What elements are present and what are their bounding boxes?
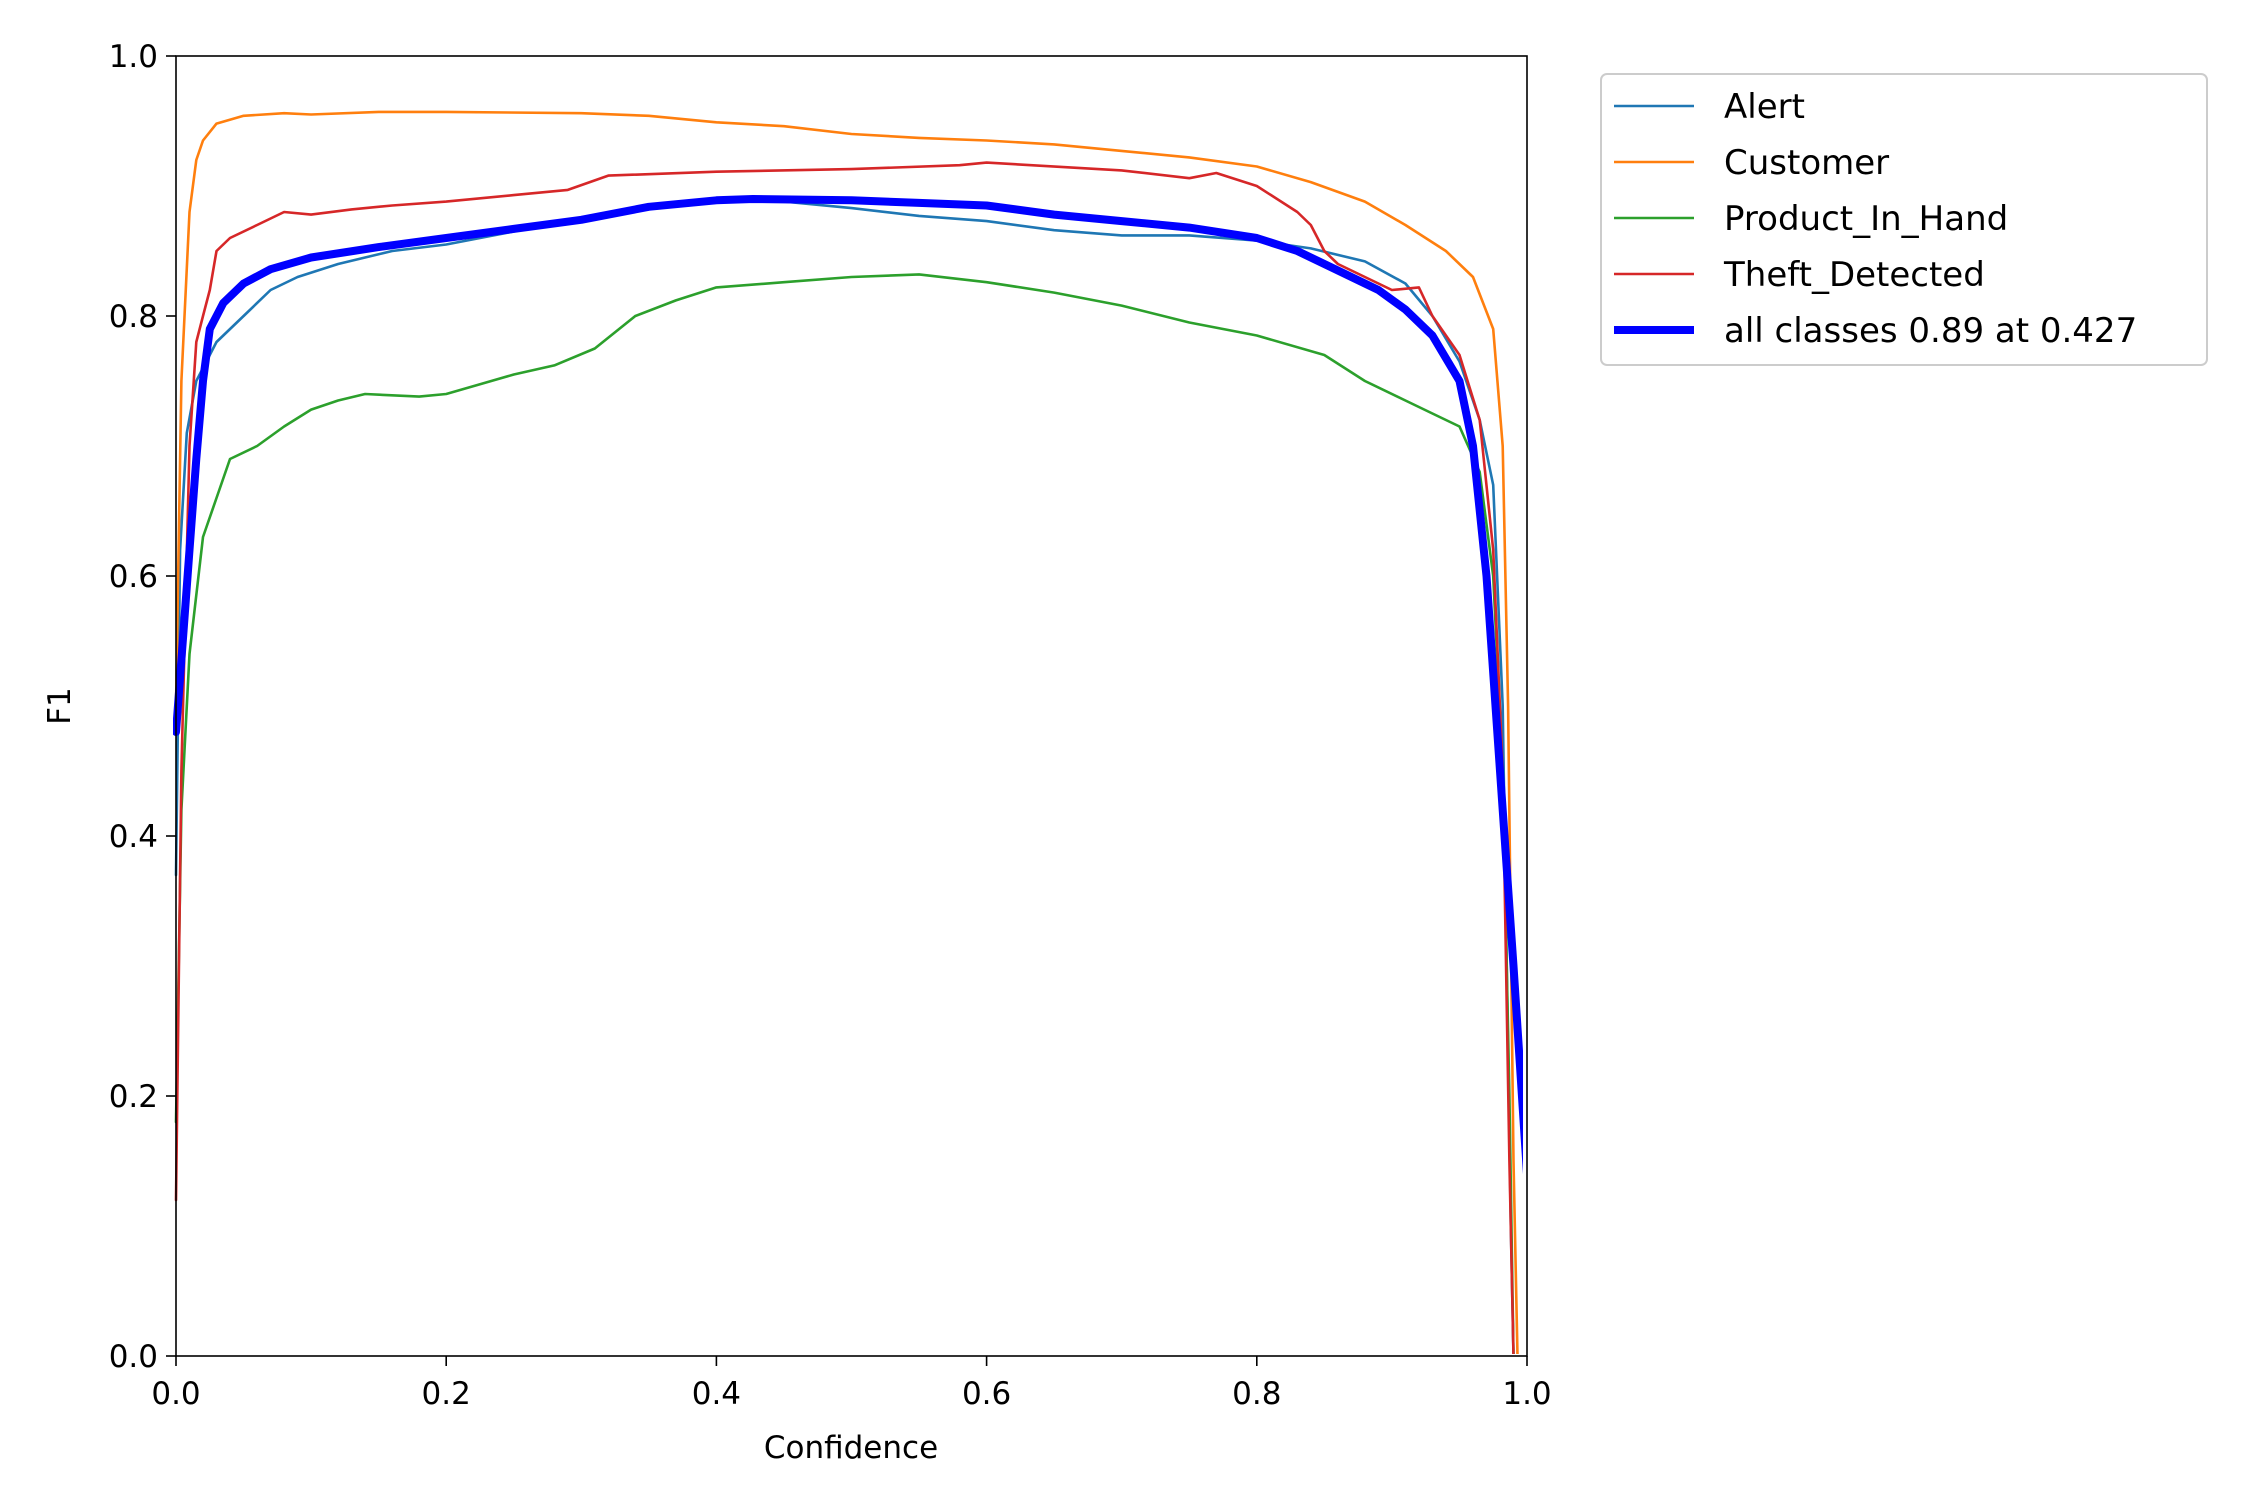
y-tick-label: 1.0 [109,39,158,75]
y-tick-label: 0.6 [109,559,158,595]
x-axis: 0.0 0.2 0.4 0.6 0.8 1.0 [151,1356,1552,1412]
legend-label: Theft_Detected [1723,255,1985,295]
x-tick-label: 0.0 [151,1376,200,1412]
x-tick-label: 0.6 [962,1376,1011,1412]
y-tick-label: 0.8 [109,299,158,335]
x-tick-label: 0.8 [1232,1376,1281,1412]
y-tick-label: 0.2 [109,1079,158,1115]
legend: Alert Customer Product_In_Hand Theft_Detect… [1600,73,2208,366]
plot-area [173,55,1528,1357]
series-layer [173,110,1523,1354]
series-line-theft-detected [174,161,1515,1354]
series-line-product-in-hand [174,273,1515,1354]
legend-box [1600,73,2208,366]
x-tick-label: 0.2 [422,1376,471,1412]
x-axis-title: Confidence [764,1430,938,1466]
plot-frame [175,55,1528,1357]
legend-label: Customer [1724,143,1889,183]
series-line-alert [174,197,1515,1354]
x-tick-label: 0.4 [692,1376,741,1412]
y-axis-title: F1 [42,687,78,725]
legend-label: all classes 0.89 at 0.427 [1724,311,2137,351]
y-tick-label: 0.0 [109,1339,158,1375]
series-line-customer [174,110,1519,1354]
series-line-all-classes-0-89-at-0-427 [173,195,1523,1175]
legend-label: Product_In_Hand [1724,199,2008,239]
y-tick-label: 0.4 [109,819,158,855]
x-tick-label: 1.0 [1502,1376,1551,1412]
legend-label: Alert [1724,87,1805,127]
y-axis: 0.0 0.2 0.4 0.6 0.8 1.0 [109,39,176,1375]
